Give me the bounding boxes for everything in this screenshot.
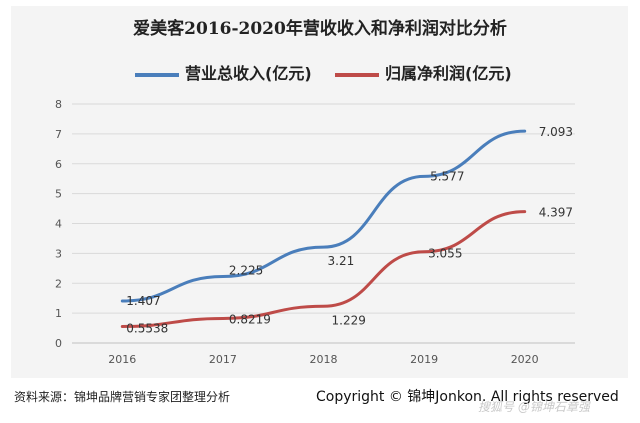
legend-swatch-revenue: [135, 72, 179, 77]
x-tick-label: 2016: [108, 353, 136, 366]
source-note: 资料来源：锦坤品牌营销专家团整理分析: [14, 390, 231, 404]
y-tick-label: 2: [55, 277, 62, 290]
y-tick-label: 0: [55, 337, 62, 350]
x-tick-label: 2020: [511, 353, 539, 366]
chart-background: [11, 6, 628, 378]
legend-swatch-profit: [335, 72, 379, 77]
data-label: 3.21: [328, 254, 355, 268]
x-tick-label: 2019: [410, 353, 438, 366]
x-tick-label: 2018: [310, 353, 338, 366]
data-label: 1.407: [126, 294, 160, 308]
data-label: 2.225: [229, 264, 263, 278]
series-line-1: [120, 210, 527, 328]
x-tick-label: 2017: [209, 353, 237, 366]
data-label: 3.055: [428, 247, 462, 261]
series-lines: [120, 129, 527, 328]
y-tick-label: 4: [55, 218, 62, 231]
data-label: 1.229: [332, 313, 366, 327]
data-label: 5.577: [430, 169, 464, 183]
y-tick-labels: 0 1 2 3 4 5 6 7 8: [55, 98, 62, 350]
gridlines: [72, 103, 575, 344]
data-label: 0.5538: [126, 321, 168, 335]
legend-label-revenue: 营业总收入(亿元): [185, 64, 312, 83]
y-tick-label: 5: [55, 188, 62, 201]
watermark: 搜狐号 @锦坤石章强: [478, 400, 590, 414]
y-tick-label: 7: [55, 128, 62, 141]
data-label: 4.397: [539, 206, 573, 220]
data-label: 0.8219: [229, 312, 271, 326]
data-labels: 1.407 2.225 3.21 5.577 7.093 0.5538 0.8219 1.22…: [126, 125, 573, 335]
chart-title: 爱美客2016-2020年营收收入和净利润对比分析: [133, 19, 507, 39]
data-label: 7.093: [539, 125, 573, 139]
y-tick-label: 6: [55, 158, 62, 171]
legend-label-profit: 归属净利润(亿元): [385, 64, 512, 83]
y-tick-label: 3: [55, 247, 62, 260]
y-tick-label: 8: [55, 98, 62, 111]
y-tick-label: 1: [55, 307, 62, 320]
x-tick-labels: 2016 2017 2018 2019 2020: [108, 353, 538, 366]
legend-item-revenue: 营业总收入(亿元): [135, 60, 312, 84]
series-line-0: [120, 129, 527, 303]
legend-item-profit: 归属净利润(亿元): [335, 60, 512, 84]
copyright-text: Copyright © 锦坤Jonkon. All rights reserve…: [316, 389, 619, 405]
